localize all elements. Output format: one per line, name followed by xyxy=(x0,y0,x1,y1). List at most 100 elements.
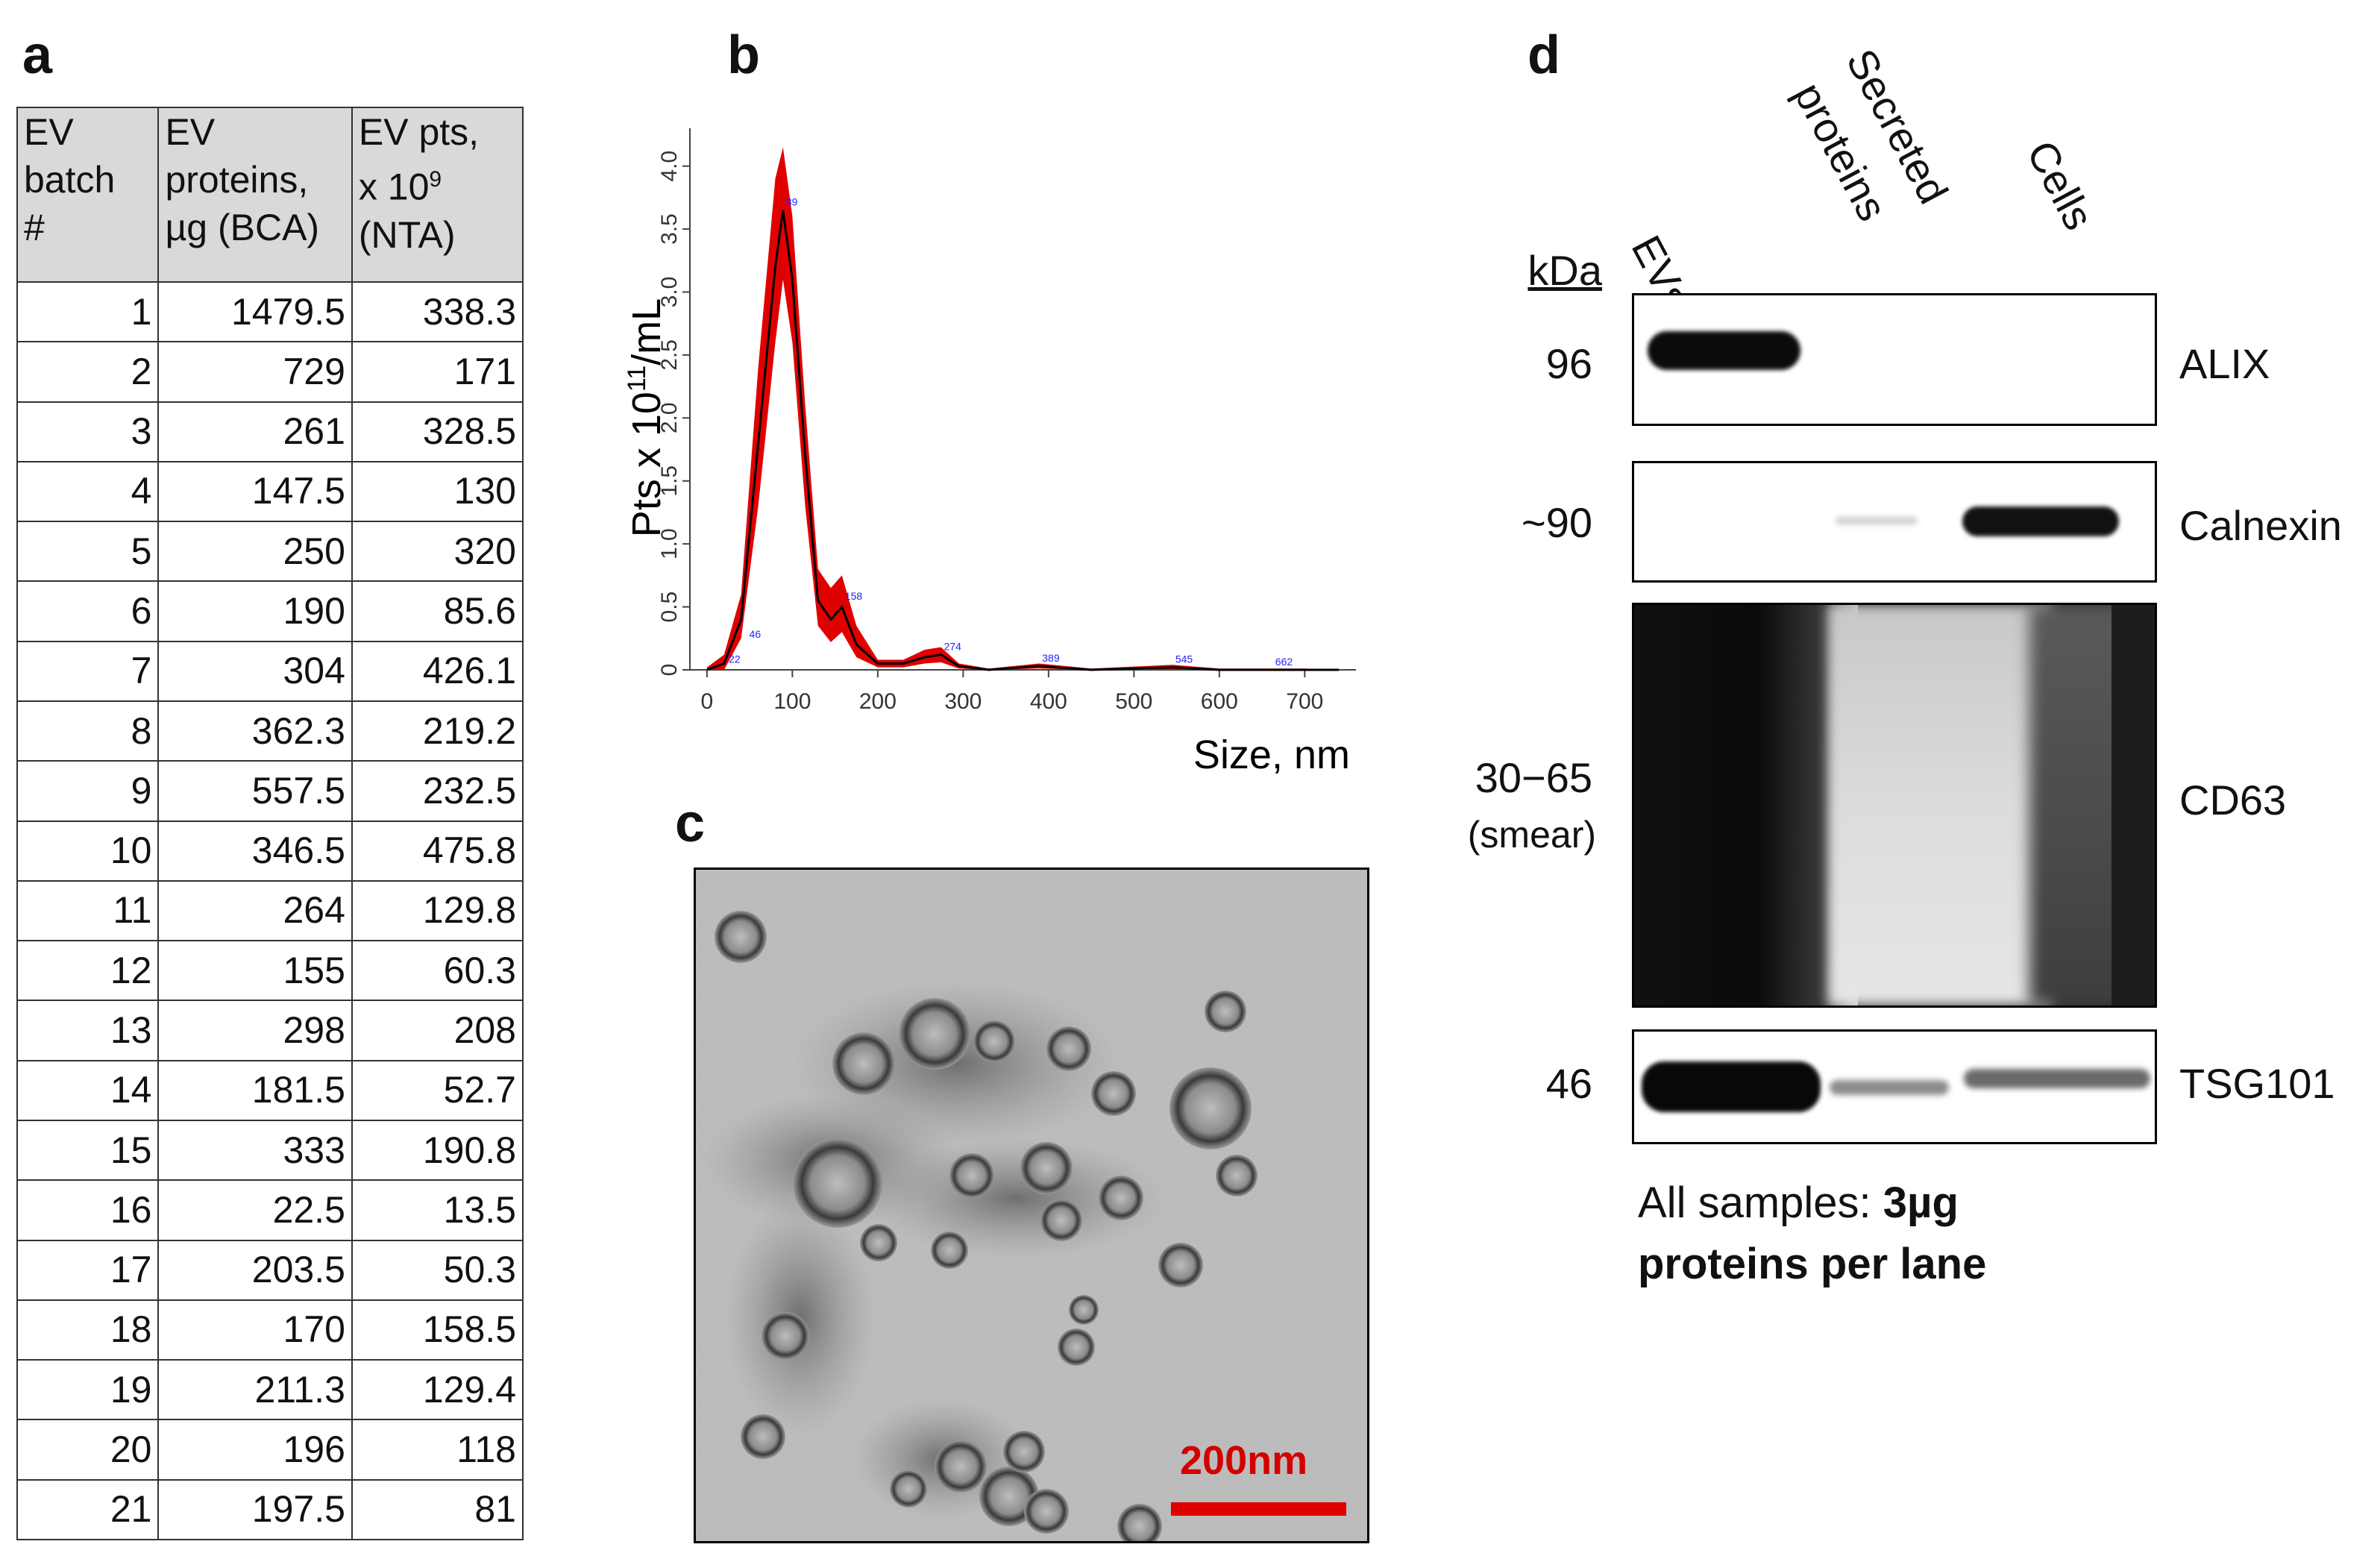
table-row: 18 170 158.5 xyxy=(16,1299,524,1361)
vesicle xyxy=(762,1312,809,1360)
kda-tsg101: 46 xyxy=(1545,1060,1592,1107)
vesicle xyxy=(890,1470,927,1508)
x-tick-label: 600 xyxy=(1201,689,1238,714)
cell-proteins: 298 xyxy=(157,1000,353,1061)
cell-particles: 13.5 xyxy=(351,1179,524,1241)
cell-batch: 4 xyxy=(16,460,160,523)
x-tick-label: 300 xyxy=(944,689,982,714)
vesicle xyxy=(1117,1504,1162,1541)
vesicle xyxy=(949,1153,994,1198)
error-band xyxy=(706,147,1340,671)
x-tick-label: 200 xyxy=(859,689,897,714)
panel-label-b: b xyxy=(727,25,760,85)
cell-proteins: 197.5 xyxy=(157,1478,353,1541)
cell-batch: 18 xyxy=(16,1299,160,1361)
label-cd63: CD63 xyxy=(2179,777,2287,824)
y-tick-label: 3.5 xyxy=(657,213,682,245)
cell-particles: 129.8 xyxy=(351,879,524,942)
cell-batch: 11 xyxy=(16,879,160,942)
vesicle xyxy=(1020,1142,1073,1194)
cell-batch: 15 xyxy=(16,1119,160,1182)
panel-label-c: c xyxy=(675,794,706,853)
cell-batch: 10 xyxy=(16,820,160,882)
blot-calnexin xyxy=(1632,461,2157,583)
table-header-row: EV batch # EV proteins, µg (BCA) EV pts,… xyxy=(16,107,524,283)
vesicle xyxy=(1069,1295,1099,1325)
blot-tsg101 xyxy=(1632,1029,2157,1144)
band-tsg101-cells xyxy=(1964,1069,2150,1088)
vesicle xyxy=(973,1020,1015,1062)
panel-label-d: d xyxy=(1527,25,1560,85)
x-tick-label: 500 xyxy=(1115,689,1152,714)
cell-batch: 1 xyxy=(16,280,160,343)
cell-batch: 3 xyxy=(16,401,160,462)
stain-region xyxy=(726,1198,875,1437)
lane-label-cells: Cells xyxy=(2018,133,2103,237)
table-row: 16 22.5 13.5 xyxy=(16,1179,524,1241)
cell-particles: 320 xyxy=(351,521,524,583)
y-axis-label: Pts x 1011/mL xyxy=(623,298,669,537)
cell-proteins: 557.5 xyxy=(157,760,353,822)
series-line xyxy=(706,210,1340,671)
cell-particles: 328.5 xyxy=(351,401,524,462)
cell-proteins: 196 xyxy=(157,1419,353,1481)
scale-bar xyxy=(1171,1502,1346,1516)
cell-batch: 2 xyxy=(16,341,160,403)
cell-proteins: 362.3 xyxy=(157,700,353,762)
band-tsg101-evs xyxy=(1642,1061,1821,1112)
header-proteins: EV proteins, µg (BCA) xyxy=(157,107,353,283)
cell-batch: 8 xyxy=(16,700,160,762)
band-alix-evs xyxy=(1648,331,1800,370)
cell-batch: 9 xyxy=(16,760,160,822)
cell-particles: 338.3 xyxy=(351,280,524,343)
vesicle xyxy=(1099,1176,1143,1220)
vesicle xyxy=(1058,1328,1095,1366)
y-tick-label: 4.0 xyxy=(657,151,682,182)
cell-particles: 130 xyxy=(351,460,524,523)
vesicle xyxy=(1040,1199,1082,1241)
peak-label: 389 xyxy=(1042,652,1060,664)
table-row: 11 264 129.8 xyxy=(16,879,524,942)
vesicle xyxy=(1091,1071,1136,1116)
cell-particles: 219.2 xyxy=(351,700,524,762)
y-tick-label: 0.5 xyxy=(657,592,682,623)
cell-particles: 60.3 xyxy=(351,940,524,1002)
table-row: 4 147.5 130 xyxy=(16,460,524,523)
label-tsg101: TSG101 xyxy=(2179,1060,2335,1107)
cell-proteins: 147.5 xyxy=(157,460,353,523)
table-row: 14 181.5 52.7 xyxy=(16,1059,524,1121)
cell-batch: 12 xyxy=(16,940,160,1002)
cell-batch: 17 xyxy=(16,1239,160,1301)
header-particles: EV pts, x 109 (NTA) xyxy=(351,107,524,283)
vesicle xyxy=(1003,1431,1045,1472)
cell-batch: 13 xyxy=(16,1000,160,1061)
peak-label: 89 xyxy=(786,196,798,208)
vesicle xyxy=(1158,1243,1203,1287)
cell-batch: 6 xyxy=(16,580,160,642)
label-alix: ALIX xyxy=(2179,340,2270,387)
y-tick-label: 0 xyxy=(657,664,682,677)
table-row: 19 211.3 129.4 xyxy=(16,1359,524,1421)
smear-cd63-evs xyxy=(1634,605,1858,1006)
band-calnexin-secreted-faint xyxy=(1836,517,1918,524)
smear-cd63-edge xyxy=(2111,605,2155,1006)
table-row: 7 304 426.1 xyxy=(16,640,524,702)
cell-batch: 16 xyxy=(16,1179,160,1241)
y-tick-label: 2.0 xyxy=(657,402,682,433)
x-tick-label: 100 xyxy=(773,689,811,714)
vesicle xyxy=(1169,1067,1252,1149)
electron-micrograph xyxy=(694,868,1369,1543)
cell-particles: 158.5 xyxy=(351,1299,524,1361)
cell-particles: 129.4 xyxy=(351,1359,524,1421)
table-row: 17 203.5 50.3 xyxy=(16,1239,524,1301)
cell-batch: 5 xyxy=(16,521,160,583)
cell-proteins: 261 xyxy=(157,401,353,462)
cell-proteins: 203.5 xyxy=(157,1239,353,1301)
cell-particles: 171 xyxy=(351,341,524,403)
y-tick-label: 2.5 xyxy=(657,339,682,371)
cell-proteins: 333 xyxy=(157,1119,353,1182)
stain-region xyxy=(793,982,1121,1146)
cell-particles: 52.7 xyxy=(351,1059,524,1121)
cell-particles: 475.8 xyxy=(351,820,524,882)
table-row: 10 346.5 475.8 xyxy=(16,820,524,882)
